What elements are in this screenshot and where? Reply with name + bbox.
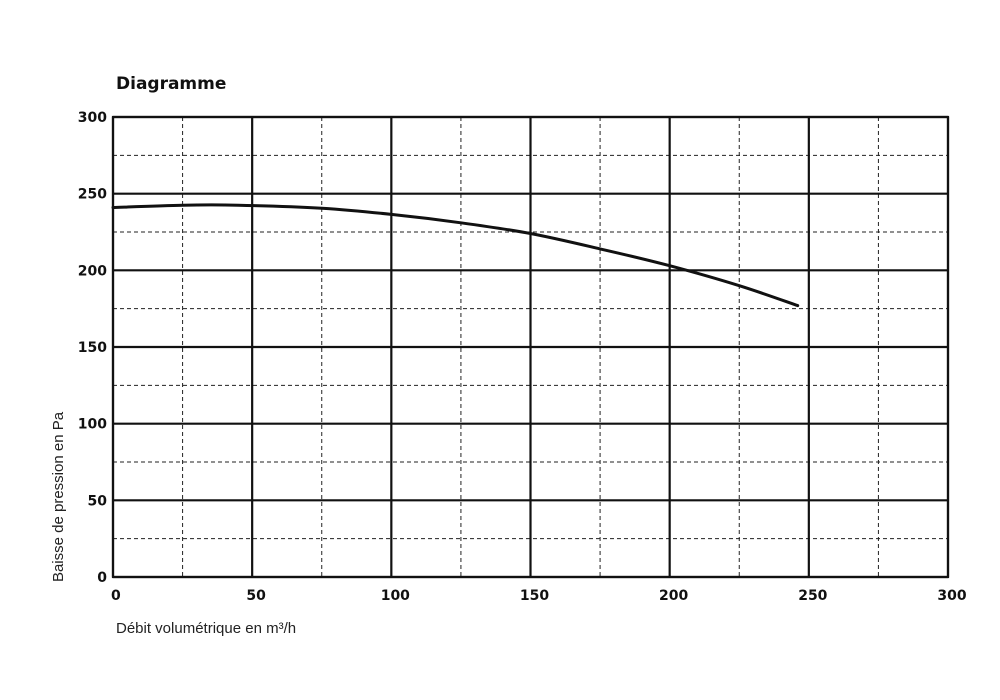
x-tick-label: 50 [246, 588, 266, 604]
x-tick-label: 250 [798, 588, 827, 604]
x-tick-label: 150 [520, 588, 549, 604]
chart-title: Diagramme [116, 74, 226, 94]
major-grid [111, 115, 950, 579]
y-tick-label: 50 [88, 493, 108, 509]
x-tick-label: 200 [659, 588, 688, 604]
x-axis-label: Débit volumétrique en m³/h [116, 620, 296, 637]
series-line-0 [111, 203, 800, 308]
x-tick-label: 0 [111, 588, 121, 604]
y-tick-label: 0 [97, 570, 107, 586]
y-axis-label: Baisse de pression en Pa [50, 411, 67, 582]
x-tick-label: 100 [381, 588, 410, 604]
y-tick-label: 300 [78, 110, 107, 126]
plot-frame [111, 115, 950, 579]
y-tick-label: 150 [78, 340, 107, 356]
y-tick-labels: 0 50 100 150 200 250 300 [78, 110, 107, 586]
y-tick-label: 200 [78, 263, 107, 279]
y-tick-label: 250 [78, 187, 107, 203]
y-tick-label: 100 [78, 417, 107, 433]
x-tick-label: 300 [937, 588, 966, 604]
x-tick-labels: 0 50 100 150 200 250 300 [111, 588, 967, 604]
